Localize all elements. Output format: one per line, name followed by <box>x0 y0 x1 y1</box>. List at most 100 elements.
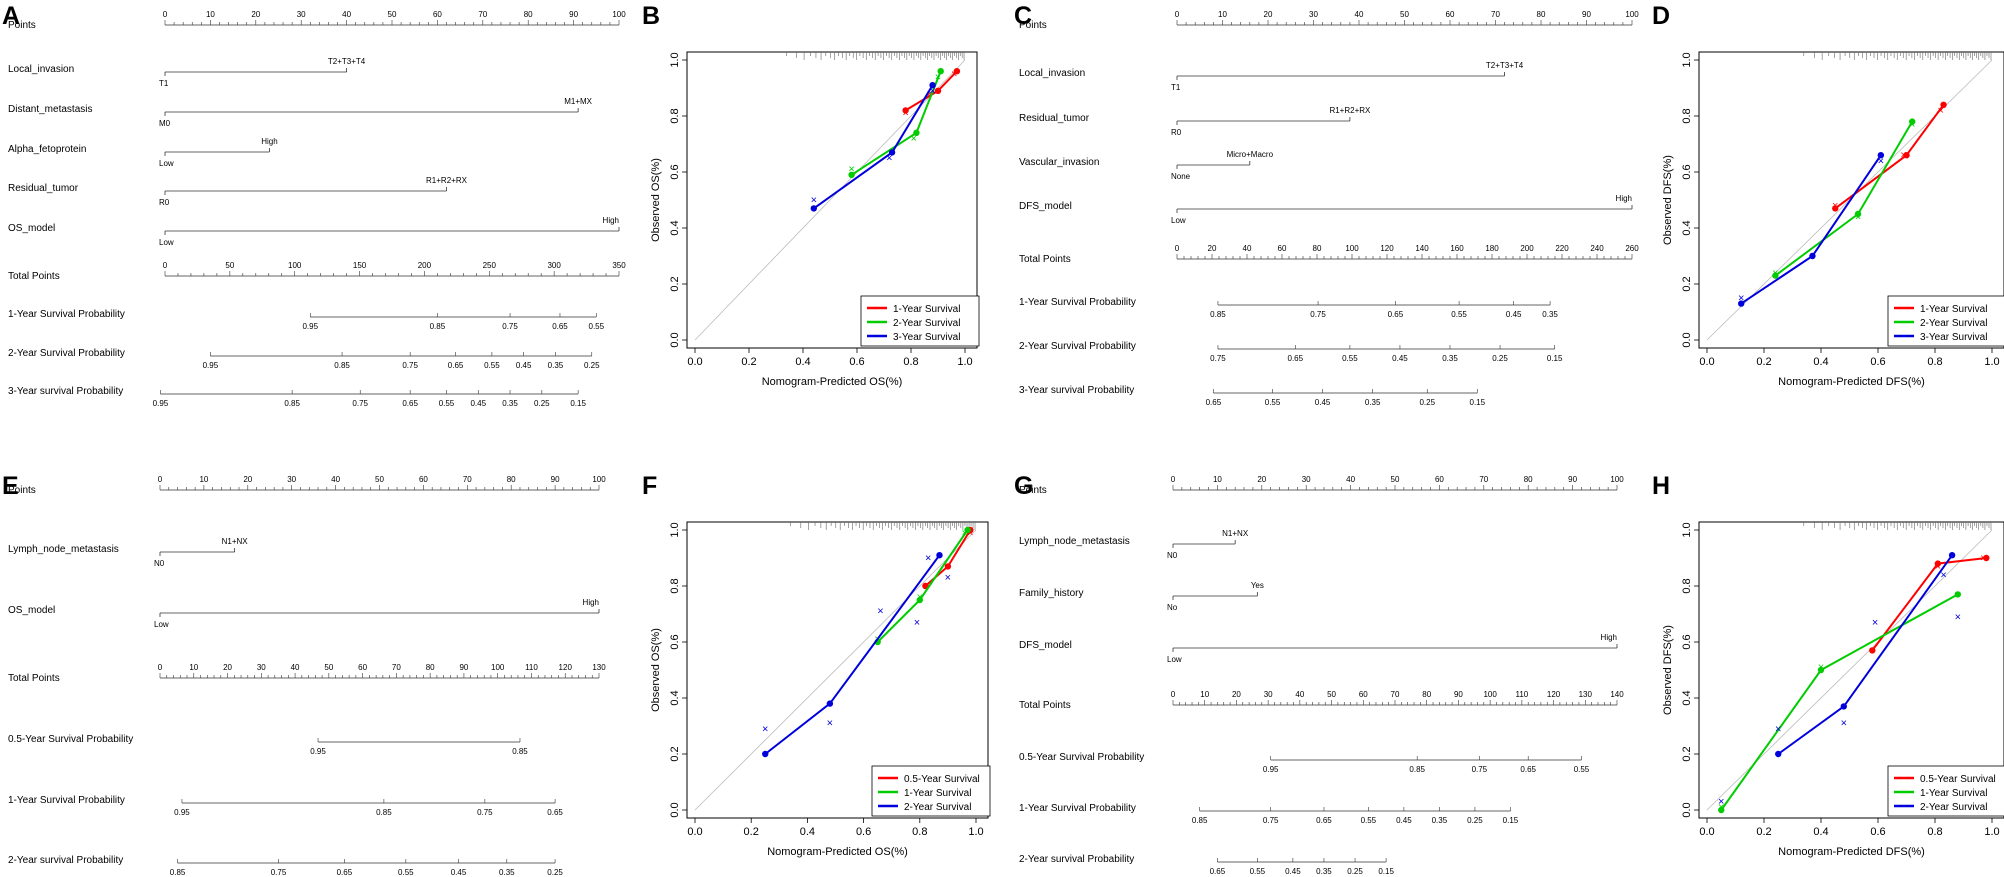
var-low-label: R0 <box>159 198 170 207</box>
row-label-lymph-node-metastasis: Lymph_node_metastasis <box>8 544 119 555</box>
series-point-2-year-survival <box>1840 703 1848 710</box>
axis-tick-label: 50 <box>375 475 384 484</box>
series-point-3-year-survival <box>1877 152 1885 159</box>
prob-tick-label: 0.35 <box>1442 354 1458 363</box>
prob-tick-label: 0.65 <box>1206 398 1222 407</box>
panel-letter-f: F <box>642 472 657 500</box>
axis-tick-label: 50 <box>1400 10 1409 19</box>
prob-tick-label: 0.65 <box>1316 816 1332 825</box>
series-cross-1-year-survival: × <box>1955 589 1961 601</box>
row-label-alpha-fetoprotein: Alpha_fetoprotein <box>8 144 86 155</box>
row-label-points: Points <box>8 20 36 31</box>
axis-tick-label: 100 <box>1483 690 1497 699</box>
y-tick-label: 0.2 <box>669 276 681 291</box>
y-axis-label: Observed OS(%) <box>650 158 662 242</box>
series-point-1-year-survival <box>1940 101 1947 109</box>
series-point-2-year-survival <box>1775 750 1782 758</box>
prob-tick-label: 0.55 <box>439 399 455 408</box>
calibration-plot-h: 0.0 0.0 0.2 0.2 0.4 0.4 0.6 0.6 0.8 0.8 1.0 1.0 Nomo… <box>1662 521 2004 858</box>
y-tick-label: 0.6 <box>669 634 681 649</box>
series-point-0-5-year-survival <box>1869 647 1876 654</box>
series-line-0-5-year-survival <box>1871 557 1987 652</box>
calibration-plot-d: 0.0 0.0 0.2 0.2 0.4 0.4 0.6 0.6 0.8 0.8 1.0 1.0 Nomo… <box>1662 51 2004 388</box>
series-point-2-year-survival <box>936 552 943 559</box>
axis-tick-label: 160 <box>1450 244 1464 253</box>
axis-tick-label: 100 <box>1625 10 1639 19</box>
var-high-label: High <box>1601 633 1617 642</box>
axis-tick-label: 110 <box>1515 690 1528 699</box>
panel-letter-g: G <box>1014 472 1033 500</box>
axis-tick-label: 100 <box>1345 244 1359 253</box>
row-label-points: Points <box>1019 485 1047 496</box>
prob-tick-label: 0.55 <box>484 361 500 370</box>
row-label-0-5-year-survival-probability: 0.5-Year Survival Probability <box>1019 752 1144 763</box>
x-tick-label: 0.8 <box>912 826 927 838</box>
axis-tick-label: 40 <box>1355 10 1364 19</box>
row-label-2-year-survival-probability: 2-Year Survival Probability <box>1019 341 1136 352</box>
axis-tick-label: 120 <box>1380 244 1394 253</box>
x-axis-label: Nomogram-Predicted OS(%) <box>762 376 903 388</box>
x-tick-label: 0.8 <box>1927 356 1942 368</box>
panel-letter-e: E <box>2 472 19 500</box>
axis-tick-label: 50 <box>225 261 234 270</box>
axis-tick-label: 200 <box>418 261 432 270</box>
series-point-2-year-survival <box>1854 210 1862 218</box>
prob-tick-label: 0.45 <box>1392 354 1408 363</box>
series-cross-2-year-survival: × <box>1855 211 1861 223</box>
series-cross-3-year-survival: × <box>1878 155 1884 167</box>
panel-letter-a: A <box>2 2 20 30</box>
row-label-1-year-survival-probability: 1-Year Survival Probability <box>8 309 125 320</box>
series-cross-2-year-survival: × <box>1940 569 1946 581</box>
y-tick-label: 0.0 <box>1681 802 1693 817</box>
series-line-1-year-survival <box>1834 104 1945 210</box>
prob-tick-label: 0.15 <box>1547 354 1563 363</box>
y-tick-label: 1.0 <box>1681 522 1693 537</box>
prob-tick-label: 0.95 <box>310 747 326 756</box>
series-point-3-year-survival <box>1809 252 1816 260</box>
series-point-3-year-survival <box>888 149 896 156</box>
x-tick-label: 0.8 <box>1927 826 1942 838</box>
legend-label-2-year-survival: 2-Year Survival <box>1920 318 1987 329</box>
row-label-total-points: Total Points <box>1019 254 1071 265</box>
axis-tick-label: 120 <box>1547 690 1561 699</box>
row-label-distant-metastasis: Distant_metastasis <box>8 104 92 115</box>
prob-tick-label: 0.45 <box>1285 867 1301 876</box>
y-tick-label: 0.2 <box>1681 746 1693 761</box>
var-low-label: T1 <box>159 79 169 88</box>
y-tick-label: 1.0 <box>669 52 681 67</box>
series-cross-2-year-survival: × <box>945 572 951 584</box>
series-cross-1-year-survival: × <box>1900 150 1906 162</box>
axis-tick-label: 0 <box>1175 10 1180 19</box>
row-label-local-invasion: Local_invasion <box>8 64 74 75</box>
prob-tick-label: 0.95 <box>203 361 219 370</box>
axis-tick-label: 80 <box>1422 690 1431 699</box>
axis-tick-label: 0 <box>163 261 168 270</box>
axis-tick-label: 60 <box>1435 475 1444 484</box>
axis-tick-label: 90 <box>551 475 560 484</box>
var-high-label: High <box>603 216 619 225</box>
prob-tick-label: 0.85 <box>170 868 186 877</box>
axis-tick-label: 220 <box>1555 244 1569 253</box>
axis-tick-label: 100 <box>592 475 606 484</box>
y-tick-label: 0.4 <box>1681 220 1693 235</box>
series-point-2-year-survival <box>937 68 944 75</box>
y-tick-label: 0.0 <box>1681 332 1693 347</box>
legend-label-3-year-survival: 3-Year Survival <box>1920 332 1987 343</box>
var-low-label: Low <box>154 620 169 629</box>
series-line-2-year-survival <box>851 70 942 176</box>
axis-tick-label: 80 <box>1524 475 1533 484</box>
x-tick-label: 0.4 <box>1813 826 1828 838</box>
prob-tick-label: 0.85 <box>1192 816 1208 825</box>
series-cross-2-year-survival: × <box>1841 718 1847 730</box>
y-tick-label: 0.2 <box>669 746 681 761</box>
axis-tick-label: 110 <box>525 663 538 672</box>
axis-tick-label: 60 <box>1278 244 1287 253</box>
prob-tick-label: 0.55 <box>1574 765 1590 774</box>
var-low-label: Low <box>1171 216 1186 225</box>
series-cross-0-5-year-survival: × <box>1869 645 1875 657</box>
axis-tick-label: 70 <box>392 663 401 672</box>
prob-tick-label: 0.35 <box>1432 816 1448 825</box>
y-tick-label: 0.4 <box>669 690 681 705</box>
nomogram-a: Points 0 10 20 30 40 50 60 70 80 90 100 Local_invasi… <box>8 10 626 408</box>
var-high-label: R1+R2+RX <box>1329 106 1371 115</box>
